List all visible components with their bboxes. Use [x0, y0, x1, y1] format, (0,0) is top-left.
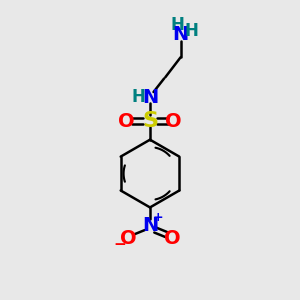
Text: +: + — [153, 211, 164, 224]
Text: H: H — [132, 88, 146, 106]
Text: S: S — [142, 111, 158, 131]
Text: N: N — [172, 25, 189, 44]
Text: −: − — [113, 237, 126, 252]
Text: N: N — [142, 216, 158, 235]
Text: H: H — [185, 22, 199, 40]
Text: O: O — [164, 229, 180, 247]
Text: N: N — [142, 88, 158, 107]
Text: O: O — [165, 112, 182, 131]
Text: O: O — [120, 229, 136, 247]
Text: O: O — [118, 112, 135, 131]
Text: H: H — [170, 16, 184, 34]
